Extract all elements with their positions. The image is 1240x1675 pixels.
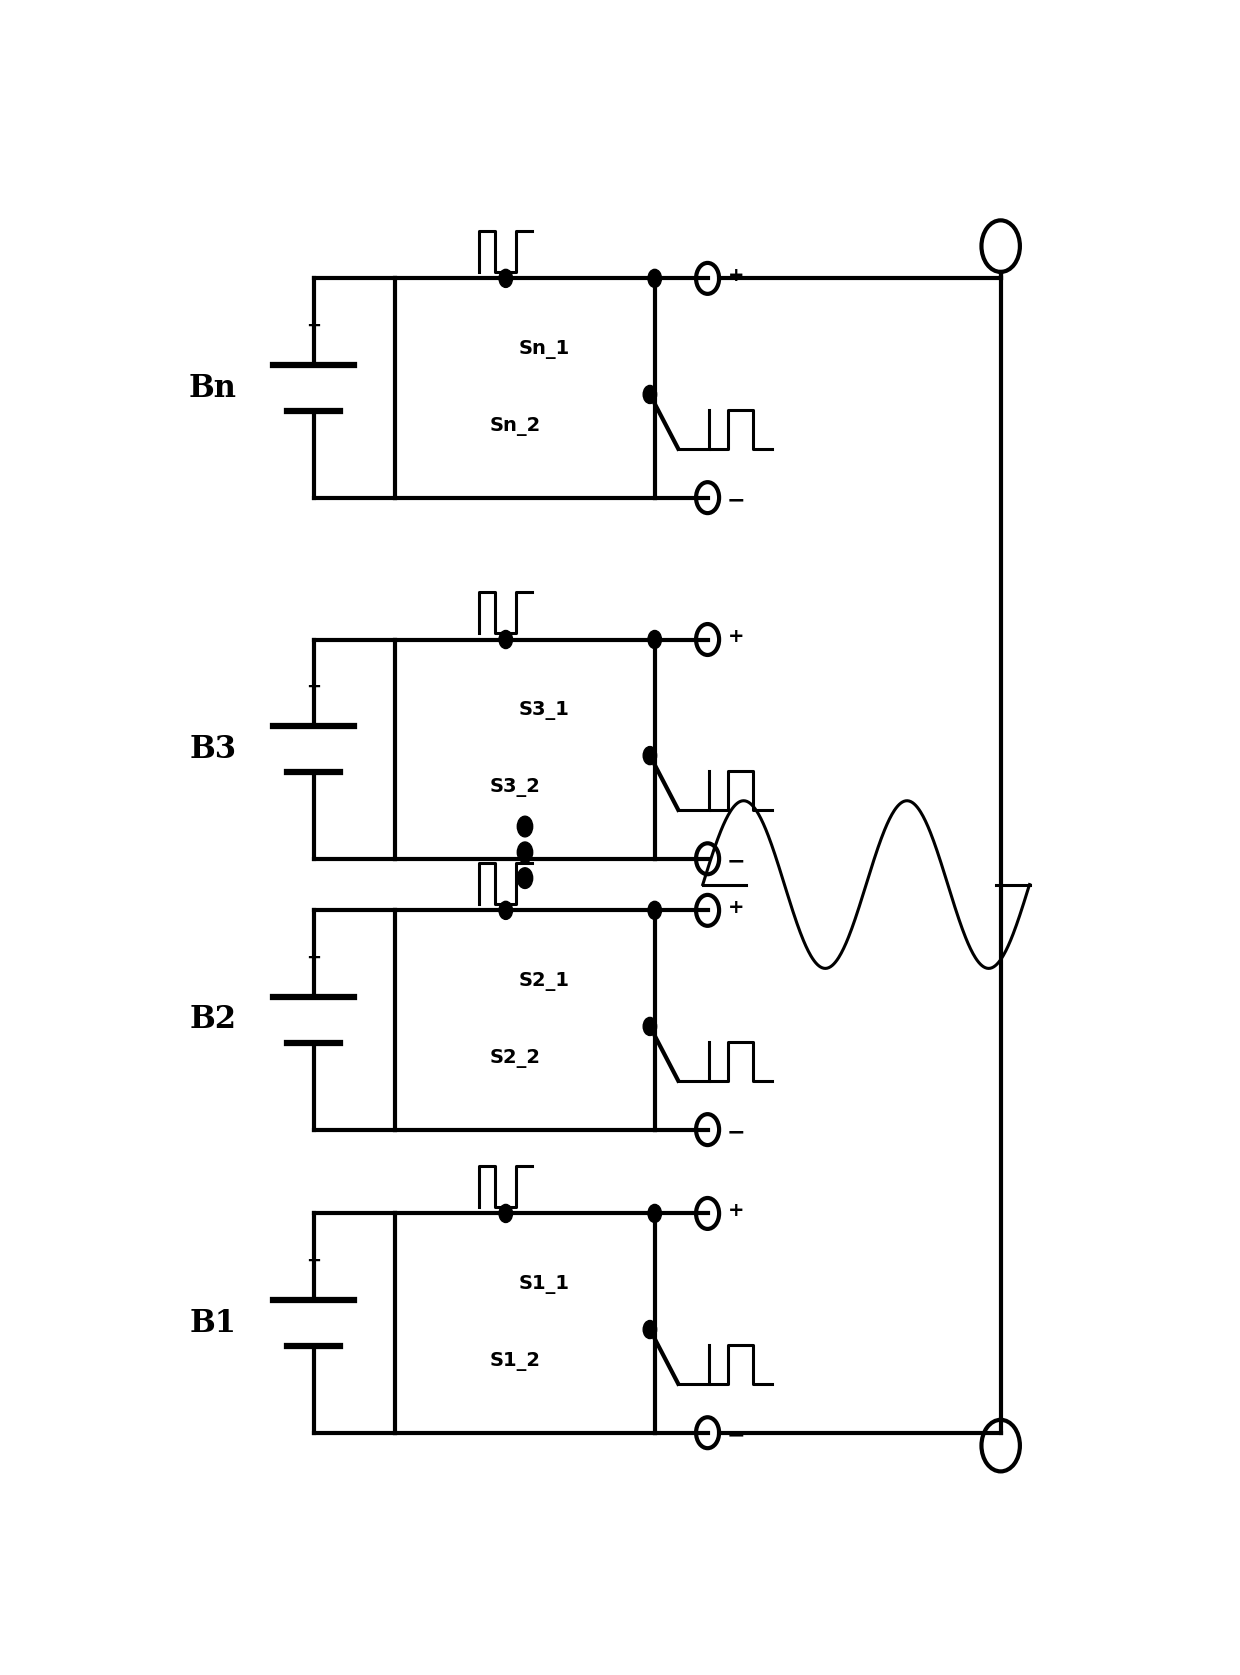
Circle shape [644,1320,657,1338]
Circle shape [517,843,533,863]
Circle shape [644,747,657,764]
Text: S2_1: S2_1 [518,971,569,992]
Text: +: + [306,950,321,966]
Text: S1_1: S1_1 [518,1275,569,1293]
Circle shape [517,868,533,888]
Text: S3_1: S3_1 [518,700,569,720]
Text: +: + [306,317,321,335]
Circle shape [644,385,657,404]
Text: +: + [728,898,745,918]
Text: |: | [311,809,316,824]
Text: −: − [727,1122,745,1142]
Text: +: + [728,266,745,285]
Circle shape [644,1017,657,1035]
Text: Sn_1: Sn_1 [518,340,570,358]
Text: +: + [728,628,745,647]
Circle shape [649,630,661,648]
Text: Sn_2: Sn_2 [490,417,541,436]
Text: S1_2: S1_2 [490,1352,541,1372]
Text: +: + [728,1201,745,1221]
Text: +: + [306,678,321,697]
Circle shape [498,901,512,920]
Circle shape [649,901,661,920]
Text: |: | [311,447,316,462]
Text: +: + [306,1253,321,1270]
Text: B2: B2 [190,1005,236,1035]
Text: B1: B1 [190,1308,236,1338]
Text: −: − [727,1425,745,1446]
Circle shape [498,270,512,288]
Text: S3_2: S3_2 [490,779,541,797]
Circle shape [517,816,533,838]
Text: |: | [311,1079,316,1095]
Circle shape [649,1204,661,1223]
Text: |: | [311,1382,316,1399]
Text: −: − [727,491,745,511]
Circle shape [649,270,661,288]
Circle shape [498,1204,512,1223]
Text: B3: B3 [188,734,237,765]
Text: Bn: Bn [188,372,237,404]
Text: −: − [727,851,745,871]
Circle shape [498,630,512,648]
Text: S2_2: S2_2 [490,1049,541,1069]
